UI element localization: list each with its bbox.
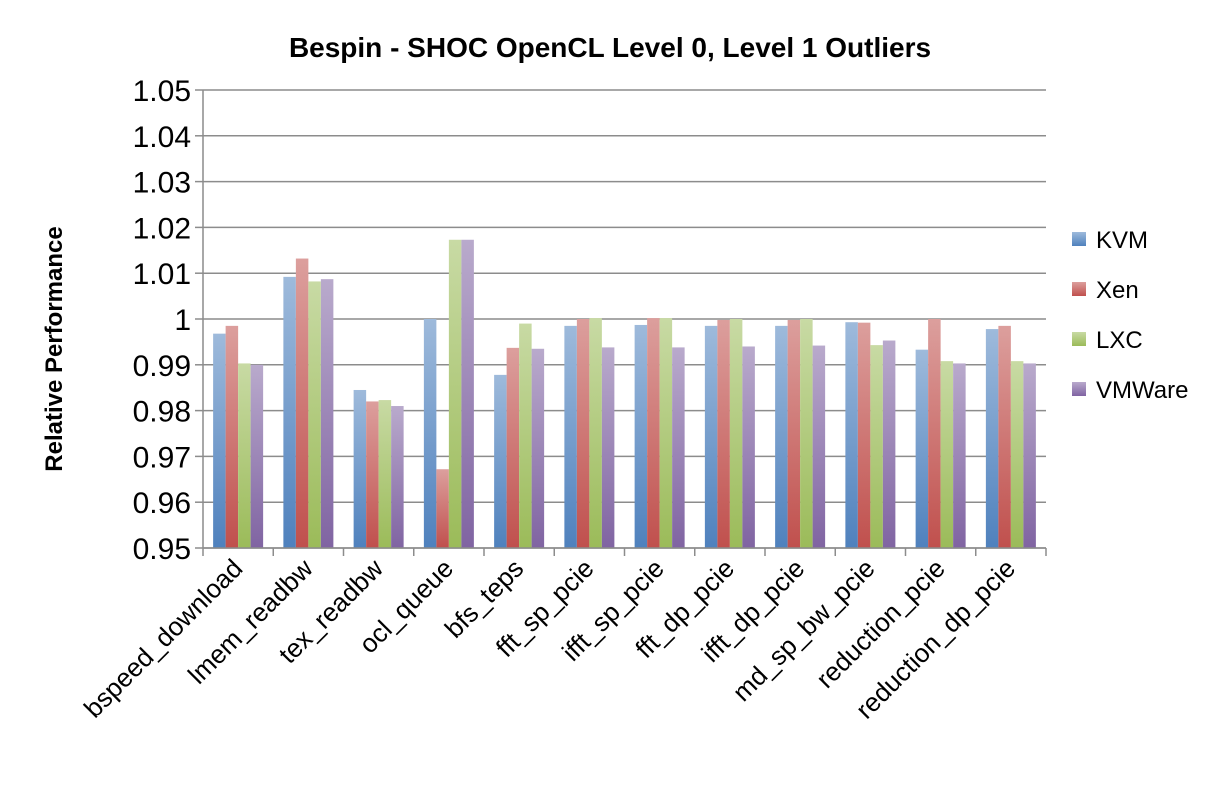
legend-label-vmware: VMWare (1096, 377, 1188, 404)
bar-lxc-ocl-queue (448, 239, 462, 549)
bar-vmware-tex-readbw (391, 406, 404, 548)
bar-vmware-ocl-queue (461, 239, 474, 549)
y-tick-label: 0.95 (133, 533, 191, 566)
bar-vmware-reduction-pcie (953, 363, 966, 548)
bar-xen-tex-readbw (366, 401, 379, 548)
y-tick-label: 0.98 (133, 396, 191, 429)
bar-vmware-reduction-dp-pcie (1023, 363, 1036, 548)
bar-xen-reduction-dp-pcie (998, 325, 1011, 548)
bar-lxc-ifft-sp-pcie (659, 318, 673, 548)
y-tick-label: 0.97 (133, 441, 191, 474)
bar-kvm-md-sp-bw-pcie (845, 322, 858, 548)
bar-vmware-md-sp-bw-pcie (882, 340, 896, 548)
legend-swatch-lxc (1072, 332, 1086, 346)
legend-swatch-vmware (1072, 382, 1086, 396)
legend-label-xen: Xen (1096, 277, 1139, 304)
gridlines (203, 89, 1046, 549)
bar-lxc-fft-sp-pcie (589, 318, 602, 548)
chart-title: Bespin - SHOC OpenCL Level 0, Level 1 Ou… (289, 32, 931, 63)
bar-lxc-lmem-readbw (308, 281, 321, 548)
bar-vmware-ifft-sp-pcie (672, 347, 685, 548)
bars (213, 239, 1036, 549)
bar-xen-ifft-dp-pcie (787, 319, 801, 548)
bar-xen-lmem-readbw (295, 258, 309, 548)
y-tick-label: 1 (174, 304, 191, 337)
bar-vmware-bfs-teps (531, 348, 545, 548)
bar-vmware-lmem-readbw (320, 279, 334, 548)
bar-xen-bfs-teps (506, 347, 520, 548)
legend-swatch-kvm (1072, 232, 1086, 246)
bar-lxc-ifft-dp-pcie (800, 319, 813, 548)
y-tick-label: 1.02 (133, 212, 191, 245)
axes (202, 90, 1047, 556)
y-tick-label: 0.99 (133, 350, 191, 383)
y-tick-label: 0.96 (133, 487, 191, 520)
bar-vmware-bspeed-download (250, 364, 264, 548)
bar-xen-md-sp-bw-pcie (857, 322, 871, 548)
y-tick-label: 1.05 (133, 75, 191, 108)
bar-xen-fft-dp-pcie (717, 319, 730, 548)
bar-vmware-ifft-dp-pcie (812, 345, 826, 548)
bar-kvm-bfs-teps (494, 374, 507, 548)
legend-label-lxc: LXC (1096, 327, 1143, 354)
y-axis-ticks: 0.95 0.96 0.97 0.98 0.99 1 1.01 1.02 1.03 1.04 1.0… (133, 75, 203, 566)
legend-swatch-xen (1072, 282, 1086, 296)
x-axis-ticks: bspeed_downloadlmem_readbwtex_readbwocl_… (78, 553, 1021, 725)
bar-kvm-tex-readbw (353, 389, 367, 548)
bar-kvm-reduction-pcie (915, 349, 929, 548)
bar-lxc-tex-readbw (378, 400, 392, 548)
legend-label-kvm: KVM (1096, 227, 1148, 254)
bar-lxc-reduction-dp-pcie (1010, 361, 1024, 548)
bar-xen-ifft-sp-pcie (647, 318, 660, 548)
bar-lxc-md-sp-bw-pcie (870, 345, 883, 548)
bar-lxc-bfs-teps (519, 323, 532, 548)
bar-vmware-fft-dp-pcie (742, 346, 755, 548)
bar-kvm-ocl-queue (423, 319, 437, 548)
bar-kvm-reduction-dp-pcie (985, 329, 999, 548)
bar-xen-reduction-pcie (928, 319, 941, 548)
y-axis-label: Relative Performance (41, 226, 68, 471)
bar-kvm-ifft-sp-pcie (634, 324, 648, 548)
y-tick-label: 1.04 (133, 121, 191, 154)
bar-lxc-bspeed-download (238, 363, 251, 548)
y-tick-label: 1.03 (133, 167, 191, 200)
bar-lxc-fft-dp-pcie (729, 319, 743, 548)
bar-xen-bspeed-download (225, 325, 239, 548)
bar-vmware-fft-sp-pcie (601, 347, 615, 548)
bar-kvm-bspeed-download (213, 333, 226, 548)
bar-kvm-fft-sp-pcie (564, 325, 577, 548)
bar-kvm-ifft-dp-pcie (775, 325, 788, 548)
bar-xen-fft-sp-pcie (576, 319, 590, 548)
bar-kvm-fft-dp-pcie (704, 325, 718, 548)
y-tick-label: 1.01 (133, 258, 191, 291)
bar-lxc-reduction-pcie (940, 361, 954, 548)
bar-kvm-lmem-readbw (283, 276, 296, 548)
legend: KVM Xen LXC VMWare (1072, 227, 1188, 404)
bar-xen-ocl-queue (436, 469, 449, 548)
